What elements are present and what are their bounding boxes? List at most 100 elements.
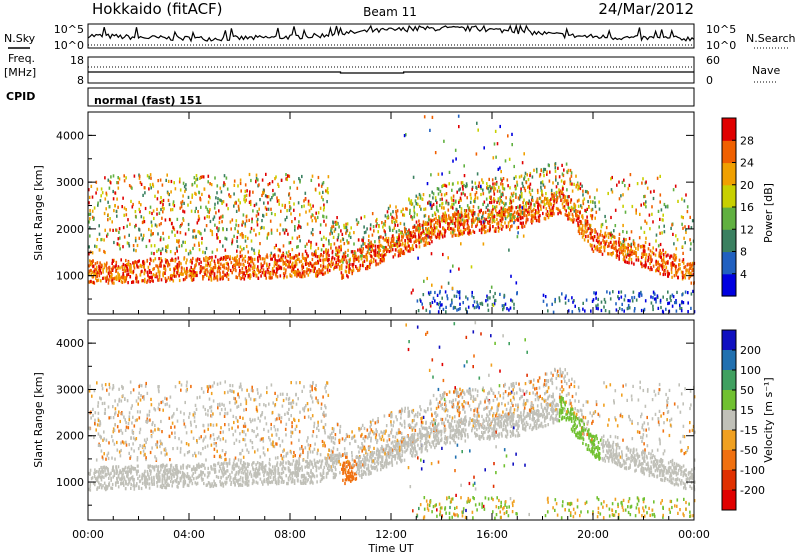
scatter-point	[604, 245, 606, 249]
scatter-point	[196, 257, 199, 261]
scatter-point	[541, 193, 544, 197]
scatter-point	[124, 470, 127, 474]
scatter-point	[547, 201, 550, 205]
scatter-point	[500, 216, 503, 220]
scatter-point	[556, 198, 558, 202]
scatter-point	[641, 253, 644, 257]
scatter-point	[99, 269, 102, 273]
scatter-point	[157, 278, 160, 282]
scatter-point	[322, 190, 324, 194]
scatter-point	[241, 430, 244, 434]
scatter-point	[456, 208, 458, 212]
scatter-point	[327, 259, 329, 263]
scatter-point	[428, 215, 430, 219]
scatter-point	[573, 209, 576, 213]
scatter-point	[265, 212, 268, 216]
scatter-point	[686, 268, 688, 272]
scatter-point	[196, 273, 198, 278]
scatter-point	[441, 296, 443, 300]
scatter-point	[602, 505, 604, 509]
scatter-point	[571, 296, 573, 300]
scatter-point	[684, 225, 686, 229]
scatter-point	[140, 215, 143, 219]
scatter-point	[123, 206, 126, 210]
scatter-point	[165, 245, 167, 249]
scatter-point	[569, 182, 572, 186]
scatter-point	[483, 230, 486, 235]
scatter-point	[435, 235, 438, 240]
scatter-point	[323, 258, 326, 262]
scatter-point	[278, 199, 280, 203]
scatter-point	[383, 222, 385, 226]
scatter-point	[141, 279, 143, 283]
scatter-point	[155, 264, 157, 268]
scatter-point	[682, 301, 685, 305]
scatter-point	[573, 182, 575, 186]
date-title: 24/Mar/2012	[598, 0, 694, 18]
scatter-point	[570, 198, 573, 202]
scatter-point	[182, 218, 185, 222]
scatter-point	[645, 180, 647, 184]
scatter-point	[285, 263, 288, 267]
scatter-point	[491, 186, 493, 190]
scatter-point	[576, 199, 579, 203]
scatter-point	[277, 265, 279, 269]
scatter-point	[294, 217, 296, 221]
freq-tick-bottom: 8	[77, 74, 84, 87]
scatter-point	[670, 267, 673, 271]
scatter-point	[291, 248, 294, 252]
scatter-point	[655, 269, 657, 273]
scatter-point	[257, 256, 259, 260]
scatter-point	[183, 412, 185, 416]
scatter-point	[160, 222, 162, 226]
scatter-point	[195, 192, 197, 196]
scatter-point	[567, 217, 569, 221]
scatter-point	[667, 274, 669, 278]
scatter-point	[636, 182, 639, 186]
scatter-point	[344, 453, 347, 457]
scatter-point	[681, 270, 684, 274]
scatter-point	[459, 223, 461, 227]
scatter-point	[446, 294, 448, 298]
scatter-point	[171, 277, 173, 281]
scatter-point	[135, 260, 138, 264]
scatter-point	[340, 229, 342, 233]
scatter-point	[265, 207, 268, 211]
scatter-point	[670, 263, 673, 267]
scatter-point	[481, 214, 484, 218]
scatter-point	[220, 198, 222, 203]
scatter-point	[267, 207, 270, 211]
scatter-point	[579, 227, 581, 231]
scatter-point	[205, 263, 207, 267]
scatter-point	[533, 168, 535, 172]
scatter-point	[274, 471, 277, 475]
scatter-point	[150, 233, 152, 237]
scatter-point	[491, 215, 494, 219]
scatter-point	[519, 208, 521, 212]
scatter-point	[120, 279, 123, 283]
scatter-point	[504, 221, 506, 225]
scatter-point	[96, 237, 99, 242]
scatter-point	[114, 457, 116, 461]
scatter-point	[107, 281, 110, 285]
scatter-point	[243, 247, 245, 251]
scatter-point	[286, 215, 288, 219]
scatter-point	[423, 239, 425, 243]
scatter-point	[336, 250, 339, 254]
scatter-point	[240, 385, 242, 389]
scatter-point	[237, 224, 240, 228]
scatter-point	[659, 242, 662, 247]
scatter-point	[500, 504, 502, 508]
scatter-point	[189, 251, 192, 255]
scatter-point	[674, 301, 676, 305]
scatter-point	[153, 216, 155, 221]
scatter-point	[179, 206, 181, 210]
scatter-point	[476, 217, 479, 221]
scatter-point	[500, 210, 503, 214]
scatter-point	[647, 247, 650, 251]
scatter-point	[271, 196, 273, 200]
scatter-point	[297, 224, 300, 228]
scatter-point	[307, 202, 310, 206]
scatter-point	[315, 242, 318, 246]
scatter-point	[225, 480, 228, 484]
